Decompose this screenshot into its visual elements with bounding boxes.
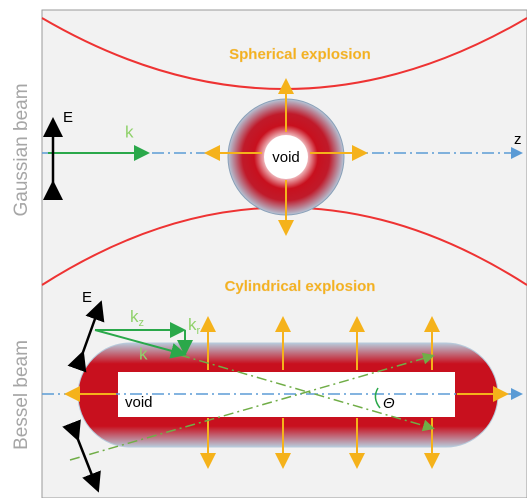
explosion-arrows <box>204 78 368 236</box>
e-label: E <box>82 289 92 306</box>
e-vector <box>67 300 105 373</box>
void <box>264 135 308 179</box>
kz: k <box>130 307 139 326</box>
side-label: Gaussian beam <box>11 83 32 216</box>
title: Spherical explosion <box>229 46 371 63</box>
kz-label: kz <box>130 307 144 328</box>
e-label: E <box>63 109 73 126</box>
wave-vectors <box>94 322 193 359</box>
side-label: Bessel beam <box>11 340 32 450</box>
theta-label: Θ <box>383 395 395 412</box>
title: Cylindrical explosion <box>225 278 376 295</box>
rays <box>69 352 435 461</box>
kz-sub: z <box>139 317 145 329</box>
angle-arc <box>374 387 381 409</box>
void-label: void <box>272 149 300 166</box>
kr-sub: r <box>197 325 201 337</box>
z-label: z <box>514 131 522 148</box>
k-label: k <box>125 122 134 141</box>
kr-label: kr <box>188 315 201 336</box>
k-label: k <box>139 344 148 363</box>
e-vector <box>62 419 101 493</box>
kr: k <box>188 315 197 334</box>
void-label: void <box>125 394 153 411</box>
